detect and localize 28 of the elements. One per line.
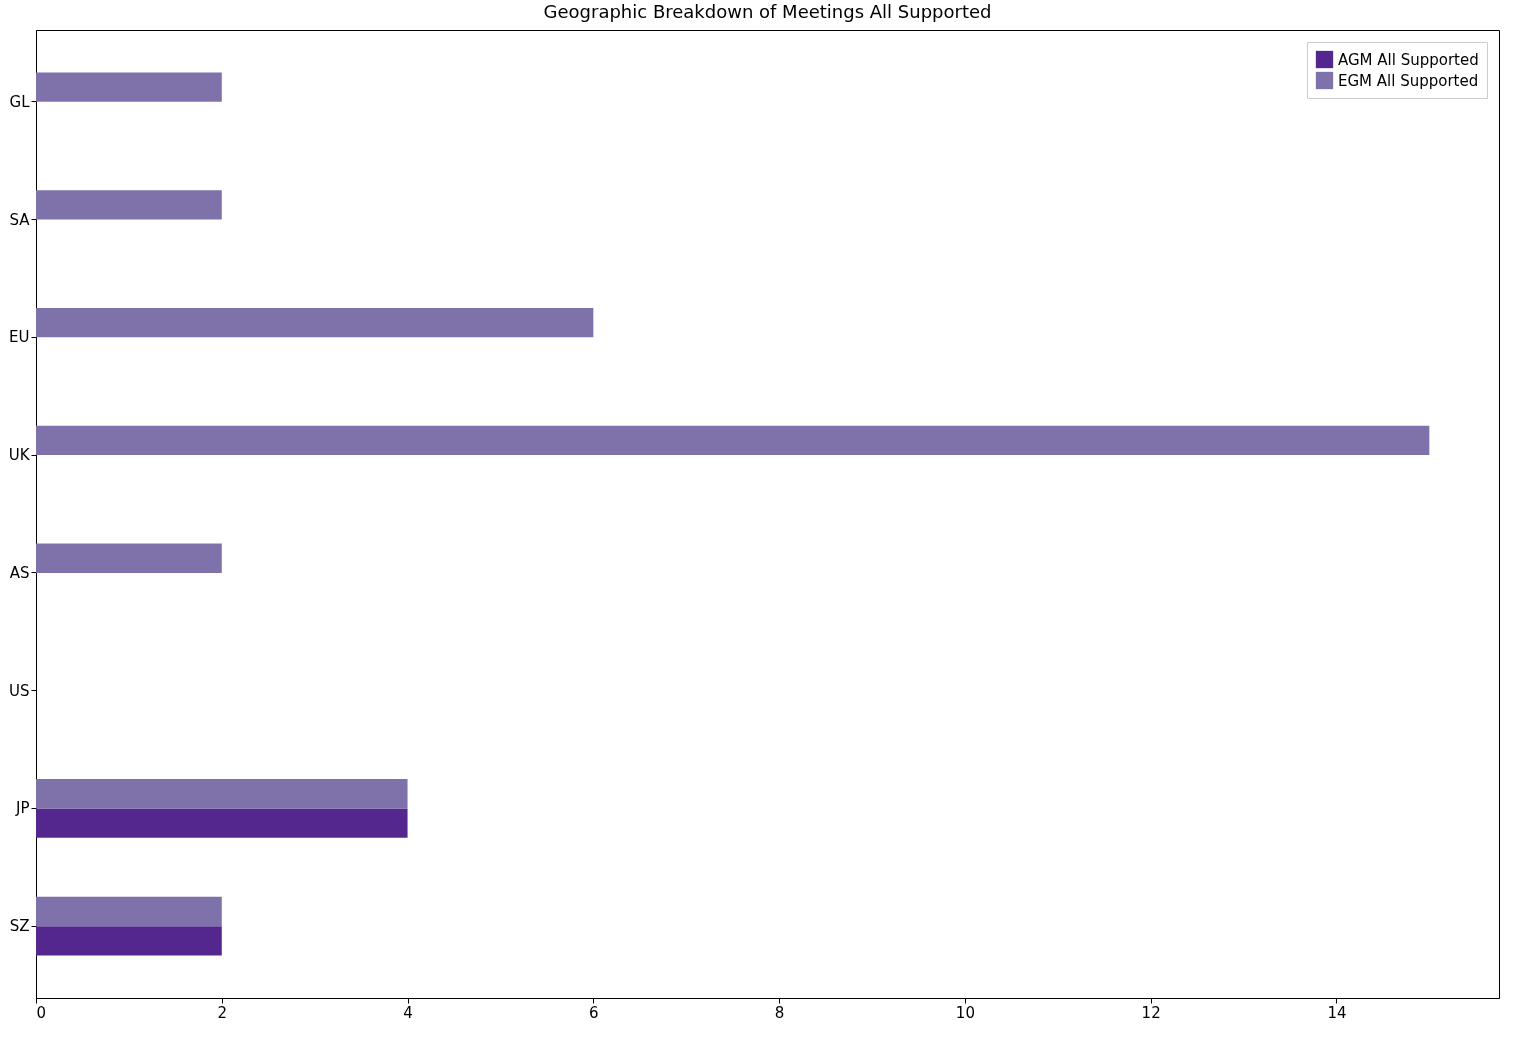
x-tick-label: 0 — [36, 1003, 47, 1022]
bar — [36, 72, 222, 102]
legend-label: AGM All Supported — [1338, 50, 1479, 69]
bar — [36, 190, 222, 220]
y-tick-label: GL — [9, 92, 31, 111]
y-tick-label: UK — [8, 446, 31, 465]
y-tick-label: JP — [15, 799, 30, 818]
y-tick-label: US — [8, 681, 30, 700]
bar — [36, 543, 222, 573]
legend-label: EGM All Supported — [1338, 71, 1479, 90]
bar — [36, 926, 222, 956]
x-tick-label: 8 — [774, 1003, 785, 1022]
x-tick-label: 4 — [403, 1003, 413, 1022]
y-tick-label: SA — [9, 210, 31, 229]
y-tick-label: EU — [9, 328, 30, 347]
bar — [36, 425, 1430, 456]
bar — [36, 808, 408, 838]
x-tick-label: 6 — [589, 1003, 599, 1022]
bar — [36, 778, 408, 809]
bar — [36, 307, 594, 338]
x-tick-label: 14 — [1327, 1003, 1347, 1022]
x-tick-label: 10 — [955, 1003, 975, 1022]
x-tick-label: 12 — [1141, 1003, 1161, 1022]
y-tick-label: AS — [9, 563, 30, 582]
chart-title: Geographic Breakdown of Meetings All Supported — [543, 1, 992, 22]
x-tick-label: 2 — [217, 1003, 228, 1022]
bar — [36, 896, 222, 927]
y-tick-label: SZ — [9, 917, 30, 936]
